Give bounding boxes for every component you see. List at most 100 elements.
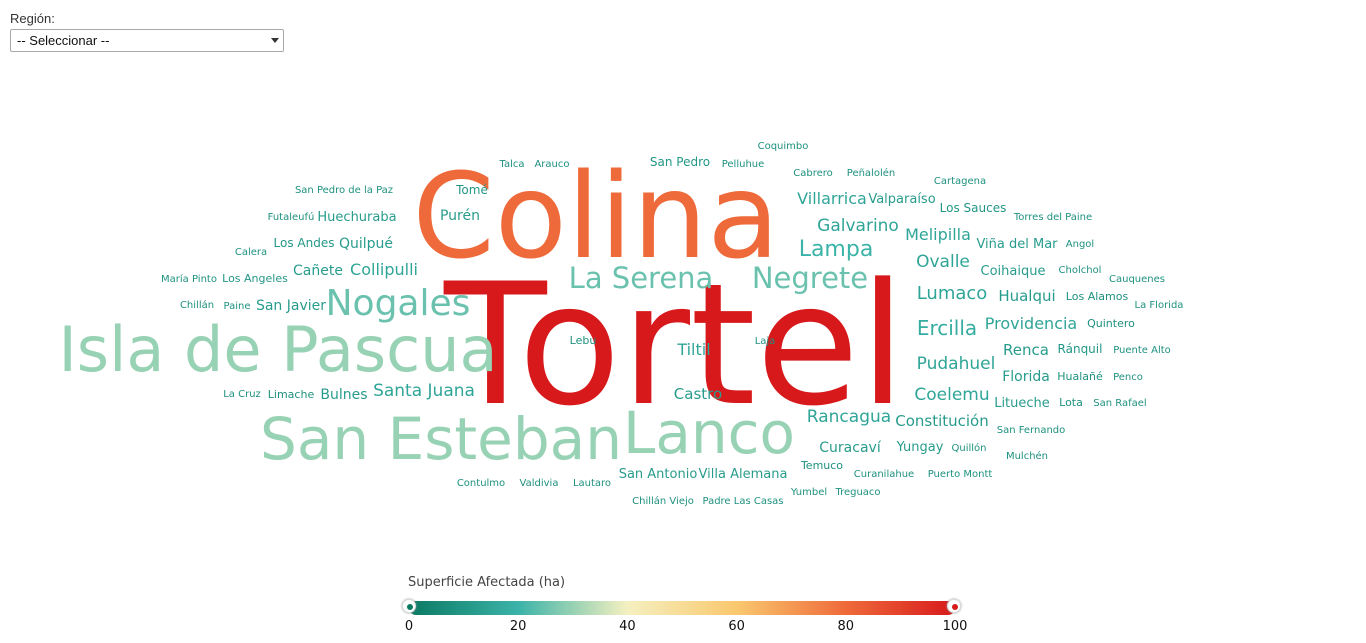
word-cloud-word[interactable]: Valparaíso: [868, 192, 935, 207]
word-cloud-word[interactable]: Santa Juana: [373, 381, 475, 401]
word-cloud-word[interactable]: Cholchol: [1059, 265, 1102, 276]
word-cloud-word[interactable]: Lebu: [570, 334, 597, 347]
word-cloud-word[interactable]: Florida: [1002, 369, 1050, 385]
word-cloud-word[interactable]: Nogales: [326, 283, 471, 324]
word-cloud-word[interactable]: Arauco: [534, 159, 569, 170]
word-cloud-word[interactable]: Laja: [755, 336, 776, 347]
word-cloud-word[interactable]: Tiltil: [676, 340, 710, 359]
range-max-handle[interactable]: [947, 599, 961, 613]
word-cloud-word[interactable]: Villa Alemana: [699, 467, 788, 482]
word-cloud-word[interactable]: Calera: [235, 247, 267, 258]
word-cloud-word[interactable]: Lota: [1059, 396, 1083, 409]
word-cloud-word[interactable]: Coihaique: [981, 264, 1046, 279]
word-cloud-word[interactable]: Cañete: [293, 263, 343, 279]
word-cloud-word[interactable]: Los Alamos: [1066, 290, 1129, 303]
word-cloud-word[interactable]: Coelemu: [914, 385, 989, 405]
word-cloud-word[interactable]: Pudahuel: [917, 354, 996, 374]
word-cloud-word[interactable]: San Rafael: [1093, 398, 1146, 409]
word-cloud-word[interactable]: La Florida: [1135, 300, 1184, 311]
range-min-handle[interactable]: [402, 599, 416, 613]
word-cloud-word[interactable]: Puente Alto: [1113, 345, 1171, 356]
word-cloud-word[interactable]: Coquimbo: [758, 141, 809, 152]
region-select[interactable]: -- Seleccionar --: [10, 29, 284, 52]
word-cloud-word[interactable]: Pelluhue: [722, 159, 765, 170]
word-cloud-word[interactable]: Constitución: [895, 412, 989, 430]
word-cloud-word[interactable]: Los Sauces: [940, 201, 1007, 215]
word-cloud-word[interactable]: Litueche: [994, 396, 1050, 411]
word-cloud-word[interactable]: Quillón: [952, 442, 987, 454]
word-cloud-word[interactable]: Ránquil: [1058, 342, 1103, 356]
word-cloud-word[interactable]: Tortel: [443, 247, 906, 443]
word-cloud-word[interactable]: Puerto Montt: [928, 469, 993, 480]
word-cloud-word[interactable]: Tomé: [455, 183, 488, 197]
word-cloud-word[interactable]: Contulmo: [457, 478, 505, 489]
word-cloud-word[interactable]: Negrete: [752, 261, 868, 295]
legend-tick-label: 20: [509, 619, 527, 634]
word-cloud-word[interactable]: Bulnes: [320, 387, 367, 403]
word-cloud-word[interactable]: Padre Las Casas: [702, 496, 783, 507]
word-cloud-word[interactable]: Penco: [1113, 372, 1143, 383]
word-cloud-word[interactable]: Chillán Viejo: [632, 495, 694, 507]
word-cloud-word[interactable]: Huechuraba: [317, 210, 396, 225]
word-cloud-word[interactable]: Treguaco: [834, 487, 880, 498]
word-cloud-word[interactable]: Castro: [674, 385, 722, 403]
word-cloud-word[interactable]: Chillán: [180, 299, 214, 311]
word-cloud-word[interactable]: Quilpué: [339, 236, 393, 252]
word-cloud-word[interactable]: Colina: [412, 147, 779, 285]
word-cloud-word[interactable]: Viña del Mar: [976, 237, 1058, 252]
word-cloud-word[interactable]: Angol: [1066, 239, 1094, 250]
word-cloud-word[interactable]: Lumaco: [917, 283, 988, 304]
word-cloud-word[interactable]: María Pinto: [161, 273, 217, 285]
word-cloud-word[interactable]: Lampa: [799, 237, 874, 262]
word-cloud-word[interactable]: Hualañé: [1057, 370, 1103, 383]
word-cloud-word[interactable]: Futaleufú: [268, 211, 315, 223]
word-cloud-word[interactable]: Cabrero: [793, 168, 833, 179]
word-cloud-word[interactable]: Valdivia: [520, 478, 559, 489]
word-cloud-word[interactable]: Melipilla: [905, 225, 971, 244]
word-cloud-word[interactable]: Purén: [440, 208, 480, 224]
legend-tick-label: 60: [728, 619, 745, 634]
word-cloud-word[interactable]: Collipulli: [350, 260, 418, 279]
word-cloud-word[interactable]: Curacaví: [819, 440, 882, 456]
word-cloud-word[interactable]: Hualqui: [998, 287, 1055, 305]
word-cloud-word[interactable]: Los Andes: [274, 236, 335, 250]
word-cloud-word[interactable]: Cauquenes: [1109, 274, 1165, 285]
word-cloud-word[interactable]: Providencia: [985, 314, 1077, 333]
word-cloud-word[interactable]: Cartagena: [934, 176, 986, 187]
word-cloud-word[interactable]: Isla de Pascua: [59, 313, 498, 386]
word-cloud-word[interactable]: La Serena: [569, 261, 714, 295]
word-cloud-word[interactable]: Limache: [268, 388, 315, 401]
word-cloud-word[interactable]: Yungay: [896, 440, 944, 455]
word-cloud-word[interactable]: Mulchén: [1006, 450, 1048, 462]
word-cloud-word[interactable]: Temuco: [800, 459, 843, 472]
word-cloud-word[interactable]: Ercilla: [917, 316, 977, 340]
word-cloud-word[interactable]: Los Angeles: [222, 272, 288, 285]
word-cloud-word[interactable]: Lautaro: [573, 478, 611, 489]
word-cloud-word[interactable]: San Pedro de la Paz: [295, 185, 393, 196]
word-cloud-word[interactable]: San Fernando: [997, 425, 1066, 436]
word-cloud-word[interactable]: Renca: [1003, 341, 1049, 359]
word-cloud-word[interactable]: Rancagua: [807, 407, 891, 427]
word-cloud-word[interactable]: Galvarino: [817, 216, 899, 236]
word-cloud-word[interactable]: San Antonio: [619, 467, 698, 482]
word-cloud-word[interactable]: Peñalolén: [847, 167, 895, 179]
word-cloud-word[interactable]: San Pedro: [650, 155, 710, 169]
word-cloud-word[interactable]: San Javier: [256, 298, 326, 314]
word-cloud-word[interactable]: La Cruz: [223, 389, 261, 400]
word-cloud-word[interactable]: Curanilahue: [854, 469, 914, 480]
chevron-down-icon: [271, 38, 279, 43]
legend-tick-label: 40: [619, 619, 636, 634]
legend-tick-label: 0: [404, 619, 414, 634]
word-cloud-word[interactable]: Torres del Paine: [1013, 212, 1092, 223]
word-cloud-word[interactable]: Yumbel: [790, 487, 827, 498]
word-cloud-word[interactable]: Talca: [499, 159, 525, 170]
word-cloud-word[interactable]: Villarrica: [797, 189, 867, 208]
color-scale-bar: [409, 601, 955, 615]
region-select-value: -- Seleccionar --: [17, 33, 110, 48]
word-cloud-word[interactable]: Ovalle: [916, 252, 970, 272]
word-cloud-word[interactable]: Paine: [224, 301, 251, 312]
legend-tick-label: 80: [837, 619, 855, 634]
word-cloud-word[interactable]: Quintero: [1087, 317, 1135, 330]
word-cloud-word[interactable]: San Esteban: [260, 405, 622, 473]
word-cloud-word[interactable]: Lanco: [623, 399, 795, 467]
